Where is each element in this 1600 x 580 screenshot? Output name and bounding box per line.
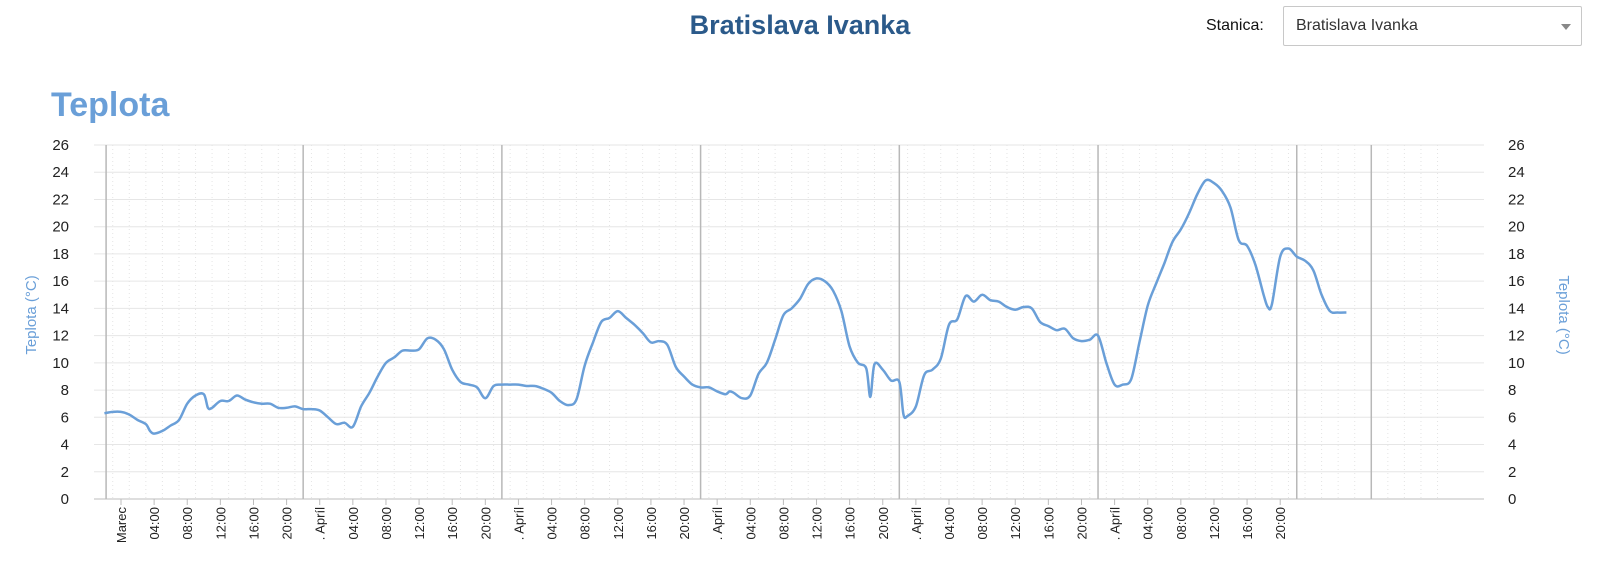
x-tick-label: 20:00 xyxy=(1273,507,1288,540)
y-tick-label-right: 12 xyxy=(1508,328,1525,345)
x-tick-label: Marec xyxy=(114,507,129,544)
y-tick-label-left: 12 xyxy=(52,328,69,345)
x-tick-label: 20:00 xyxy=(876,507,891,540)
x-tick-label: 12:00 xyxy=(412,507,427,540)
y-tick-label-left: 16 xyxy=(52,273,69,290)
x-tick-label: . Apríl xyxy=(313,507,328,540)
x-tick-label: . Apríl xyxy=(511,507,526,540)
y-tick-label-left: 26 xyxy=(52,137,69,154)
y-tick-label-right: 4 xyxy=(1508,437,1516,454)
y-tick-label-left: 4 xyxy=(61,437,69,454)
grid xyxy=(94,144,1484,500)
y-tick-label-right: 14 xyxy=(1508,300,1525,317)
temperature-series-line xyxy=(104,178,1347,435)
y-tick-label-right: 16 xyxy=(1508,273,1525,290)
y-tick-label-right: 24 xyxy=(1508,164,1525,181)
y-tick-label-right: 10 xyxy=(1508,355,1525,372)
y-tick-label-left: 20 xyxy=(52,219,69,236)
x-tick-label: . Apríl xyxy=(909,507,924,540)
y-tick-label-left: 22 xyxy=(52,191,69,208)
x-tick-label: 08:00 xyxy=(975,507,990,540)
y-tick-label-left: 8 xyxy=(61,382,69,399)
station-select-value: Bratislava Ivanka xyxy=(1296,17,1418,34)
station-select[interactable]: Bratislava Ivanka xyxy=(1283,6,1582,46)
x-tick-label: 08:00 xyxy=(776,507,791,540)
x-axis: Marec 04:00 08:00 12:00 16:00 20:00 . Apríl 04:… xyxy=(114,499,1288,543)
y-axis-right-title: Teplota (°C) xyxy=(1555,275,1572,354)
x-tick-label: 20:00 xyxy=(677,507,692,540)
y-tick-label-left: 14 xyxy=(52,300,69,317)
x-tick-label: 08:00 xyxy=(578,507,593,540)
y-tick-label-right: 22 xyxy=(1508,191,1525,208)
x-tick-label: 20:00 xyxy=(478,507,493,540)
x-tick-label: 04:00 xyxy=(942,507,957,540)
y-tick-label-left: 0 xyxy=(61,491,69,508)
x-tick-label: 12:00 xyxy=(1207,507,1222,540)
x-tick-label: 12:00 xyxy=(611,507,626,540)
y-tick-label-right: 18 xyxy=(1508,246,1525,263)
x-tick-label: 16:00 xyxy=(644,507,659,540)
x-tick-label: 12:00 xyxy=(213,507,228,540)
x-tick-label: 20:00 xyxy=(1074,507,1089,540)
y-tick-label-left: 24 xyxy=(52,164,69,181)
y-tick-label-left: 18 xyxy=(52,246,69,263)
y-axis-left-title: Teplota (°C) xyxy=(23,275,40,354)
y-tick-label-left: 10 xyxy=(52,355,69,372)
x-tick-label: 04:00 xyxy=(743,507,758,540)
x-tick-label: 08:00 xyxy=(379,507,394,540)
x-tick-label: 16:00 xyxy=(1240,507,1255,540)
x-tick-label: 16:00 xyxy=(843,507,858,540)
x-tick-label: 12:00 xyxy=(810,507,825,540)
y-tick-label-right: 0 xyxy=(1508,491,1516,508)
x-tick-label: 04:00 xyxy=(545,507,560,540)
y-tick-label-right: 8 xyxy=(1508,382,1516,399)
y-tick-label-right: 2 xyxy=(1508,464,1516,481)
station-label: Stanica: xyxy=(1206,17,1264,34)
y-tick-label-right: 20 xyxy=(1508,219,1525,236)
x-tick-label: 16:00 xyxy=(1041,507,1056,540)
x-tick-label: 12:00 xyxy=(1008,507,1023,540)
y-tick-label-right: 26 xyxy=(1508,137,1525,154)
series xyxy=(104,178,1347,435)
x-tick-label: 04:00 xyxy=(346,507,361,540)
page-title: Bratislava Ivanka xyxy=(689,10,911,40)
x-tick-label: 08:00 xyxy=(180,507,195,540)
x-tick-label: . Apríl xyxy=(1108,507,1123,540)
y-tick-label-left: 6 xyxy=(61,409,69,426)
section-title: Teplota xyxy=(51,86,170,124)
x-tick-label: 20:00 xyxy=(280,507,295,540)
x-tick-label: 04:00 xyxy=(1141,507,1156,540)
x-tick-label: 16:00 xyxy=(246,507,261,540)
x-tick-label: . Apríl xyxy=(710,507,725,540)
chevron-down-icon xyxy=(1561,24,1571,30)
x-tick-label: 04:00 xyxy=(147,507,162,540)
y-tick-label-left: 2 xyxy=(61,464,69,481)
x-tick-label: 08:00 xyxy=(1174,507,1189,540)
y-tick-label-right: 6 xyxy=(1508,409,1516,426)
x-tick-label: 16:00 xyxy=(445,507,460,540)
